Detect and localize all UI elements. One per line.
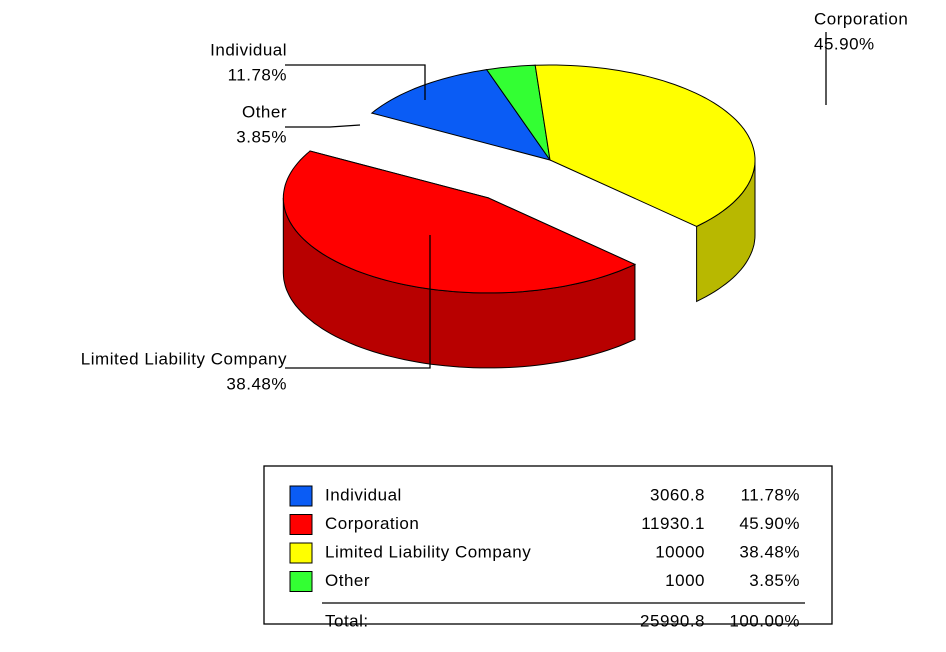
slice-top — [370, 69, 552, 161]
legend-label: Corporation — [325, 514, 419, 533]
slice-percent: 3.85% — [236, 127, 287, 146]
slice-percent: 45.90% — [814, 34, 875, 53]
slice-label: Limited Liability Company — [81, 349, 287, 368]
slice — [485, 64, 551, 161]
slice-top — [282, 150, 637, 294]
legend-value: 11930.1 — [641, 514, 705, 533]
legend-label: Other — [325, 571, 370, 590]
slice — [370, 69, 552, 161]
slice-label: Individual — [210, 40, 287, 59]
total-label: Total: — [325, 611, 369, 630]
leader-line — [285, 124, 361, 128]
total-value: 25990.8 — [640, 611, 705, 630]
legend-label: Limited Liability Company — [325, 542, 531, 561]
slice-top — [534, 64, 756, 227]
legend-percent: 38.48% — [739, 542, 800, 561]
slice — [282, 150, 637, 369]
legend-box — [263, 465, 833, 625]
leader-line — [285, 235, 431, 369]
legend-label: Individual — [325, 485, 402, 504]
legend-percent: 3.85% — [749, 571, 800, 590]
slice-top — [485, 64, 551, 161]
legend-swatch — [289, 514, 313, 535]
legend-value: 1000 — [665, 571, 705, 590]
slice — [534, 64, 756, 303]
legend-percent: 45.90% — [739, 514, 800, 533]
pie — [282, 64, 756, 369]
legend-swatch — [289, 485, 313, 507]
slice-percent: 11.78% — [228, 65, 287, 84]
legend-percent: 11.78% — [741, 485, 800, 504]
slice-label: Corporation — [814, 9, 908, 28]
legend-swatch — [289, 571, 313, 592]
legend-swatch — [289, 542, 313, 564]
slice-label: Other — [242, 102, 287, 121]
legend: Individual 3060.8 11.78% Corporation 11930.1… — [289, 485, 800, 592]
leader-line — [285, 64, 426, 100]
total-percent: 100.00% — [729, 611, 800, 630]
legend-value: 10000 — [655, 542, 705, 561]
legend-value: 3060.8 — [650, 485, 705, 504]
slice-percent: 38.48% — [226, 374, 287, 393]
